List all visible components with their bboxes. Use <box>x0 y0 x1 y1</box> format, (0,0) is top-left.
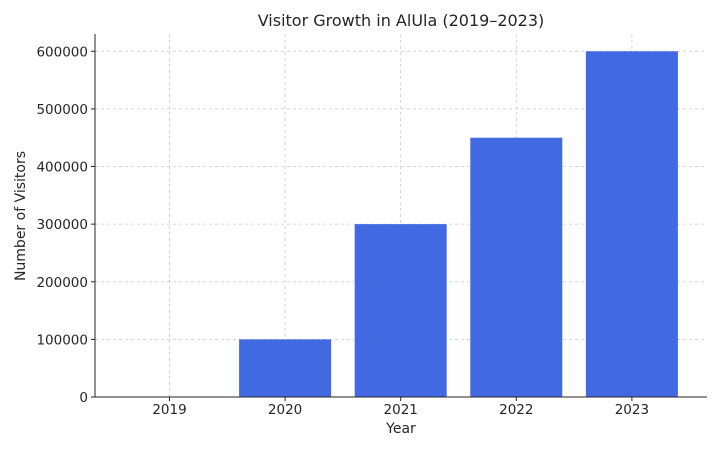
y-tick-label: 500000 <box>36 102 88 118</box>
y-tick-label: 200000 <box>36 275 88 291</box>
y-tick-label: 100000 <box>36 332 88 348</box>
y-tick-label: 400000 <box>36 160 88 176</box>
x-tick-label: 2021 <box>384 402 418 418</box>
x-tick-label: 2022 <box>499 402 533 418</box>
x-tick-label: 2019 <box>152 402 186 418</box>
x-tick-label: 2020 <box>268 402 302 418</box>
y-ticks: 0 100000 200000 300000 400000 500000 600000 <box>36 44 95 406</box>
y-tick-label: 300000 <box>36 217 88 233</box>
bars <box>239 51 678 398</box>
y-tick-label: 0 <box>79 390 88 406</box>
y-axis-label: Number of Visitors <box>13 151 29 281</box>
x-ticks: 2019 2020 2021 2022 2023 <box>152 397 649 418</box>
bar-2022 <box>470 137 563 397</box>
bar-2023 <box>585 51 678 398</box>
bar-2020 <box>239 339 332 397</box>
x-axis-label: Year <box>385 421 416 437</box>
bar-2021 <box>354 224 447 397</box>
x-tick-label: 2023 <box>615 402 649 418</box>
y-tick-label: 600000 <box>36 44 88 60</box>
chart-title: Visitor Growth in AlUla (2019–2023) <box>258 11 545 30</box>
